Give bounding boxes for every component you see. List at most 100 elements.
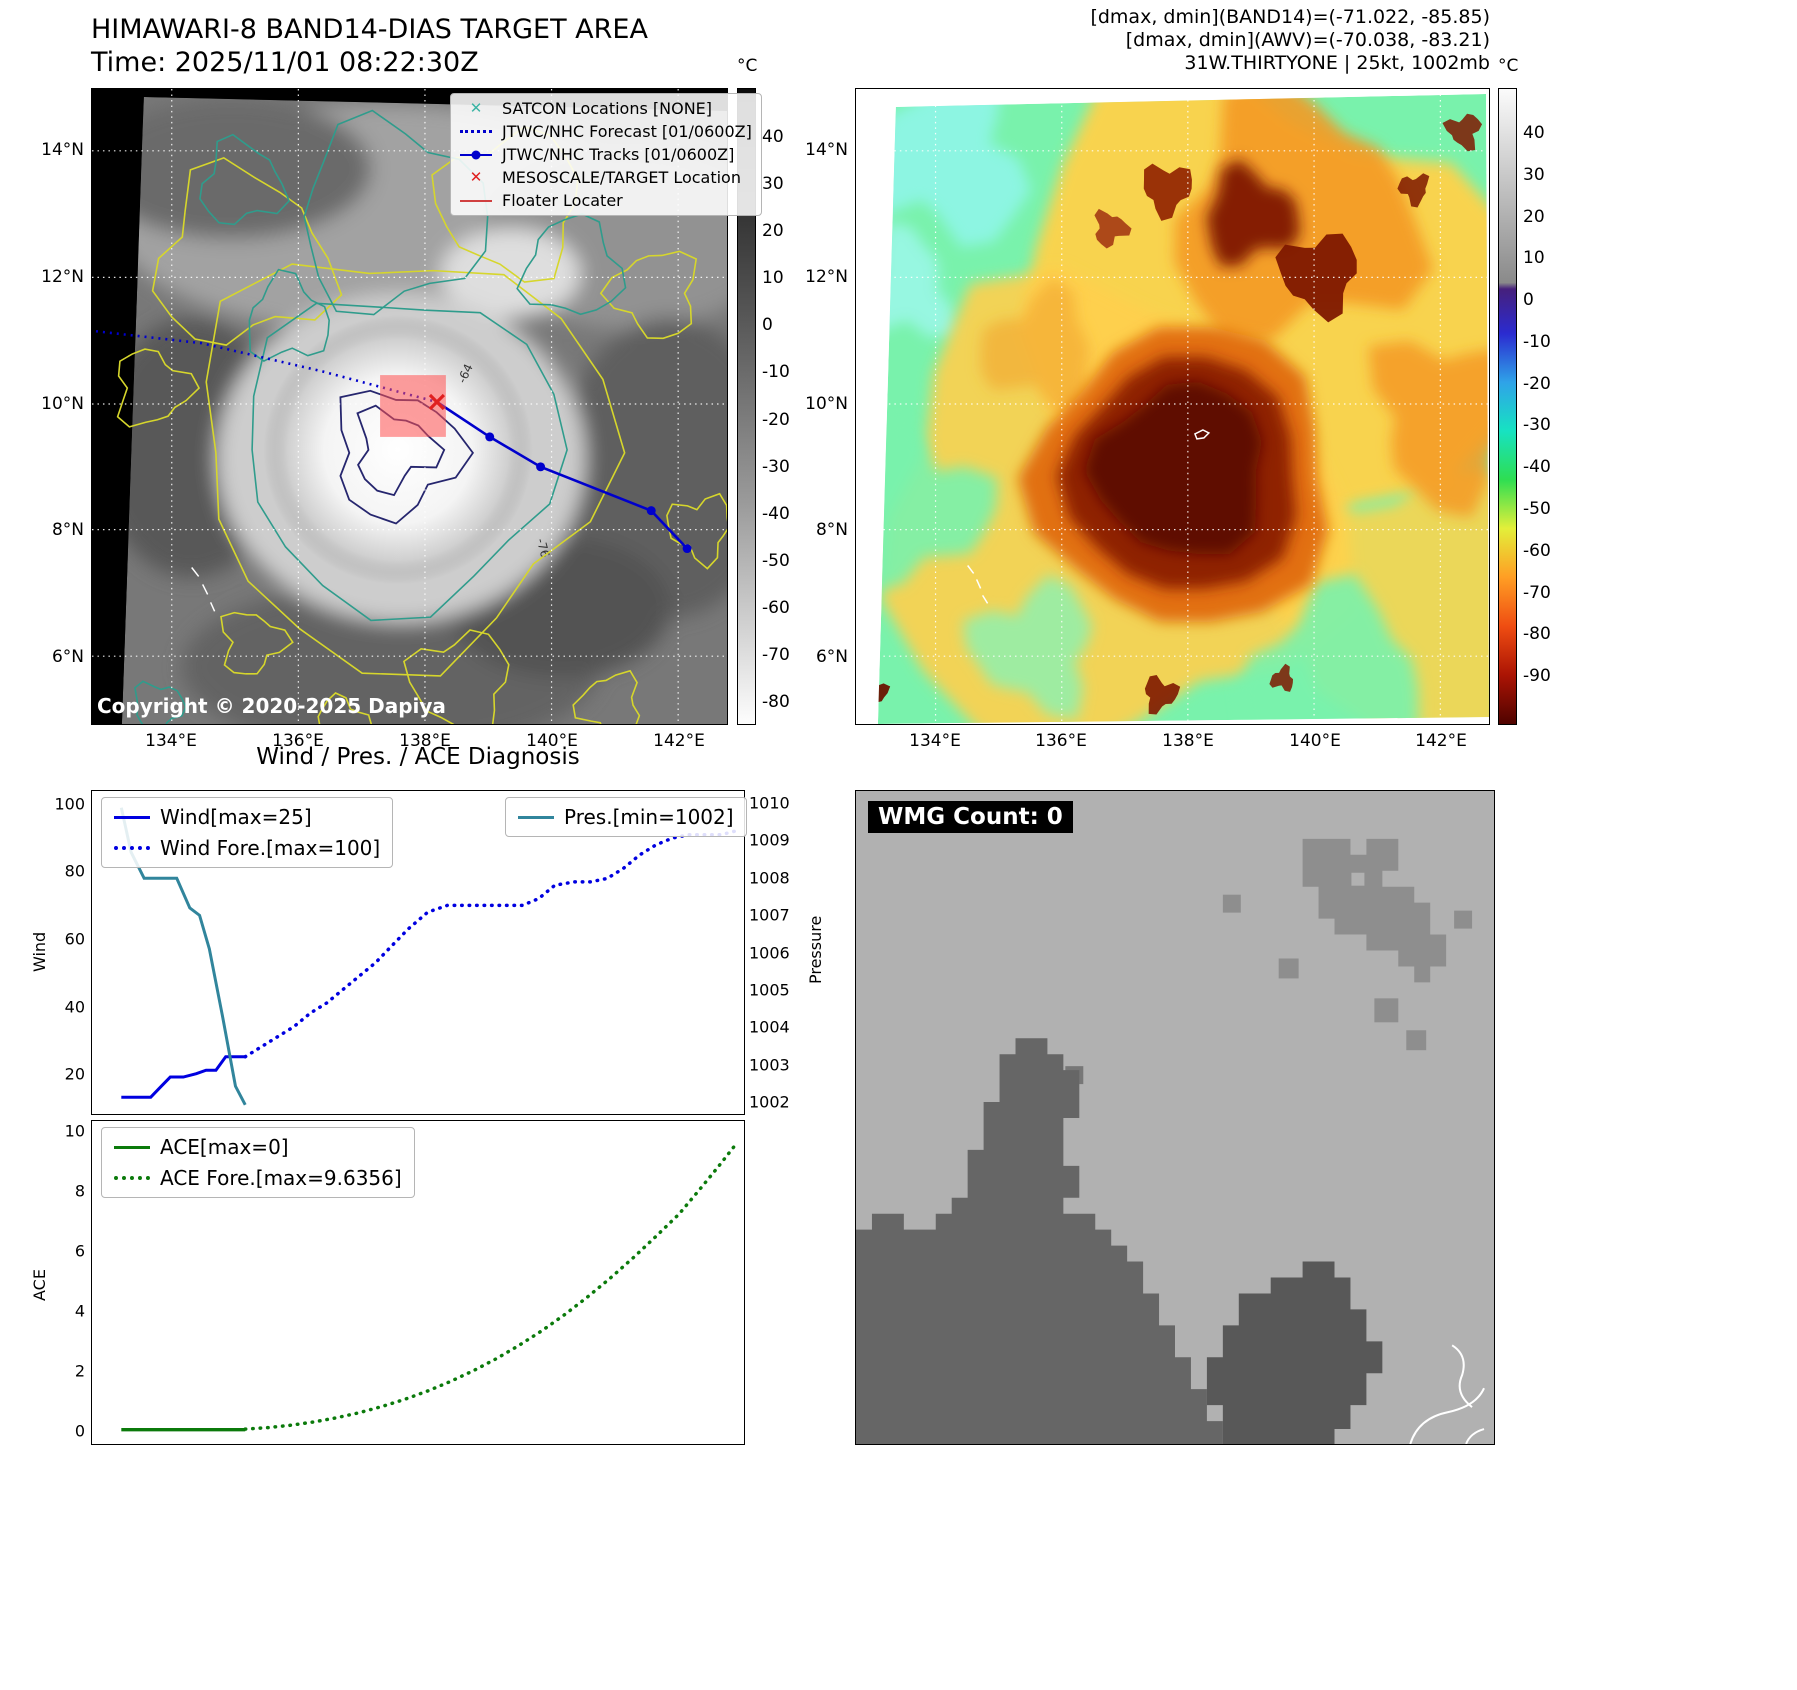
awv-swath bbox=[877, 93, 1489, 724]
band14-map-legend: ✕ SATCON Locations [NONE] JTWC/NHC Forecas… bbox=[450, 93, 762, 216]
band14-colorbar-ticks: 40 30 20 10 0 -10 -20 -30 -40 -50 -60 -70 -80 bbox=[762, 88, 806, 725]
legend-item: ✕ SATCON Locations [NONE] bbox=[460, 99, 752, 118]
chart-tick-label: 20 bbox=[64, 1064, 85, 1084]
colorbar-tick-label: 10 bbox=[762, 268, 784, 289]
legend-label: JTWC/NHC Tracks [01/0600Z] bbox=[502, 145, 735, 164]
colorbar-tick-label: 40 bbox=[762, 127, 784, 147]
wind-y-axis: 100 80 60 40 20 bbox=[43, 790, 85, 1115]
x-tick-label: 142°E bbox=[653, 731, 705, 751]
x-tick-label: 142°E bbox=[1415, 731, 1467, 751]
awv-map-image bbox=[856, 89, 1489, 724]
y-tick-label: 10°N bbox=[805, 394, 848, 414]
ace-plot-area bbox=[121, 1144, 736, 1432]
wind-legend: Wind[max=25] Wind Fore.[max=100] bbox=[101, 797, 394, 868]
chart-tick-label: 1006 bbox=[749, 943, 790, 962]
legend-label: Wind[max=25] bbox=[160, 805, 312, 829]
series-Pres.[min=1002] bbox=[119, 807, 247, 1106]
colorbar-tick-label: -80 bbox=[1523, 624, 1551, 645]
pressure-y-axis: 1010 1009 1008 1007 1006 1005 1004 1003 1002 bbox=[749, 790, 795, 1115]
legend-item: ACE[max=0] bbox=[114, 1135, 402, 1159]
line-icon bbox=[460, 192, 492, 210]
colorbar-tick-label: 20 bbox=[762, 221, 784, 242]
legend-label: Wind Fore.[max=100] bbox=[160, 836, 381, 860]
legend-label: Floater Locater bbox=[502, 191, 623, 210]
wmg-coastlines bbox=[1409, 1344, 1485, 1444]
x-marker-icon: ✕ bbox=[469, 99, 483, 117]
chart-tick-label: 1008 bbox=[749, 868, 790, 888]
awv-y-axis: 14°N 12°N 10°N 8°N 6°N bbox=[798, 88, 848, 725]
series-ACE Fore.[max=9.6356] bbox=[243, 1144, 736, 1431]
y-tick-label: 14°N bbox=[41, 140, 84, 160]
colorbar-tick-label: -50 bbox=[762, 550, 790, 571]
band14-y-axis: 14°N 12°N 10°N 8°N 6°N bbox=[34, 88, 84, 725]
pressure-line-icon bbox=[518, 815, 554, 819]
chart-tick-label: 1005 bbox=[749, 980, 790, 1000]
y-tick-label: 12°N bbox=[41, 267, 84, 287]
chart-tick-label: 2 bbox=[74, 1361, 85, 1381]
chart-tick-label: 8 bbox=[74, 1181, 85, 1200]
chart-tick-label: 0 bbox=[74, 1421, 85, 1441]
colorbar-tick-label: 10 bbox=[1523, 248, 1545, 269]
y-tick-label: 8°N bbox=[815, 520, 848, 540]
legend-label: MESOSCALE/TARGET Location bbox=[502, 168, 741, 187]
pressure-legend: Pres.[min=1002] bbox=[505, 797, 747, 837]
ace-y-axis: 10 8 6 4 2 0 bbox=[43, 1120, 85, 1445]
legend-item: ✕ MESOSCALE/TARGET Location bbox=[460, 168, 752, 187]
line-swatch bbox=[460, 199, 492, 202]
colorbar-tick-label: -90 bbox=[1523, 666, 1551, 686]
chart-tick-label: 1007 bbox=[749, 905, 790, 925]
ace-line-icon bbox=[114, 1145, 150, 1149]
awv-header-band14-minmax: [dmax, dmin](BAND14)=(-71.022, -85.85) bbox=[1090, 6, 1490, 28]
wmg-map-panel: WMG Count: 0 bbox=[855, 790, 1495, 1445]
x-tick-label: 134°E bbox=[145, 731, 197, 751]
colorbar-tick-label: -60 bbox=[762, 597, 790, 618]
x-tick-label: 134°E bbox=[909, 731, 961, 751]
wmg-count-badge: WMG Count: 0 bbox=[868, 801, 1073, 833]
colorbar-tick-label: -60 bbox=[1523, 540, 1551, 561]
dotted-line-icon bbox=[460, 123, 492, 141]
awv-x-axis: 134°E 136°E 138°E 140°E 142°E bbox=[855, 731, 1490, 753]
colorbar-tick-label: -10 bbox=[762, 362, 790, 383]
wmg-land-blocks bbox=[856, 838, 1473, 1444]
chart-tick-label: 40 bbox=[64, 997, 85, 1017]
series-Wind[max=25] bbox=[121, 1055, 246, 1099]
band14-subtitle: Time: 2025/11/01 08:22:30Z bbox=[91, 47, 479, 78]
colorbar-tick-label: 30 bbox=[762, 174, 784, 195]
pressure-axis-label: Pressure bbox=[806, 915, 825, 984]
ace-axis-label: ACE bbox=[30, 1269, 49, 1301]
colorbar-tick-label: 20 bbox=[1523, 206, 1545, 227]
awv-colorbar-ticks: 40 30 20 10 0 -10 -20 -30 -40 -50 -60 -70 -80 -90 bbox=[1523, 88, 1567, 725]
y-tick-label: 10°N bbox=[41, 394, 84, 414]
chart-tick-label: 80 bbox=[64, 861, 85, 881]
x-tick-label: 140°E bbox=[1289, 731, 1341, 751]
x-tick-label: 136°E bbox=[272, 731, 324, 751]
band14-swath bbox=[121, 96, 727, 724]
legend-item: JTWC/NHC Forecast [01/0600Z] bbox=[460, 122, 752, 141]
band14-x-axis: 134°E 136°E 138°E 140°E 142°E bbox=[91, 731, 728, 753]
legend-item: ACE Fore.[max=9.6356] bbox=[114, 1166, 402, 1190]
legend-item: Floater Locater bbox=[460, 191, 752, 210]
wmg-map-image bbox=[856, 791, 1494, 1444]
line-icon bbox=[460, 146, 492, 164]
legend-label: ACE Fore.[max=9.6356] bbox=[160, 1166, 402, 1190]
storm-id-intensity: 31W.THIRTYONE | 25kt, 1002mb bbox=[1184, 52, 1490, 74]
colorbar-tick-label: -20 bbox=[1523, 373, 1551, 394]
diagnosis-title: Wind / Pres. / ACE Diagnosis bbox=[256, 744, 580, 770]
legend-label: SATCON Locations [NONE] bbox=[502, 99, 713, 118]
colorbar-tick-label: -50 bbox=[1523, 498, 1551, 519]
colorbar-tick-label: -80 bbox=[762, 692, 790, 712]
legend-label: ACE[max=0] bbox=[160, 1135, 289, 1159]
y-tick-label: 12°N bbox=[805, 267, 848, 287]
colorbar-tick-label: -30 bbox=[762, 456, 790, 477]
chart-tick-label: 1003 bbox=[749, 1055, 790, 1075]
colorbar-tick-label: 0 bbox=[1523, 290, 1534, 311]
x-tick-label: 136°E bbox=[1035, 731, 1087, 751]
chart-tick-label: 1004 bbox=[749, 1017, 790, 1037]
awv-header: [dmax, dmin](BAND14)=(-71.022, -85.85) [… bbox=[1090, 6, 1490, 75]
band14-satellite-map: -64 -76 bbox=[91, 88, 728, 725]
chart-tick-label: 4 bbox=[74, 1301, 85, 1321]
awv-colorbar-unit: °C bbox=[1498, 56, 1519, 76]
chart-tick-label: 1002 bbox=[749, 1092, 790, 1112]
chart-tick-label: 6 bbox=[74, 1241, 85, 1260]
